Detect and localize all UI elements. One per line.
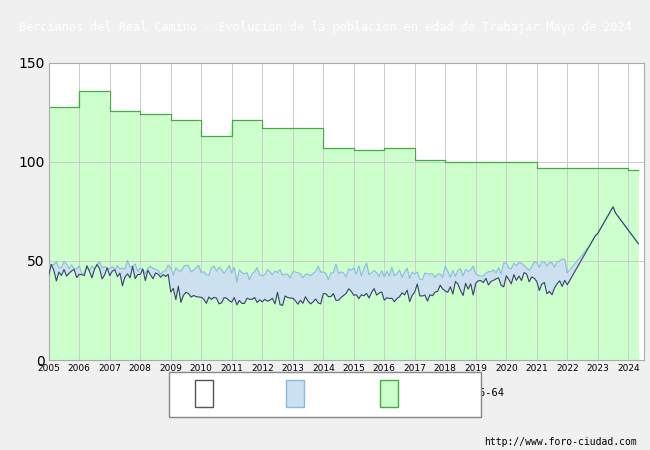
Bar (286, 380, 304, 407)
Text: Hab. entre 16-64: Hab. entre 16-64 (404, 388, 504, 398)
FancyBboxPatch shape (169, 372, 481, 417)
Bar (380, 380, 398, 407)
Text: Ocupados: Ocupados (219, 388, 269, 398)
Text: http://www.foro-ciudad.com: http://www.foro-ciudad.com (484, 437, 637, 447)
Text: Parados: Parados (310, 388, 354, 398)
Text: Bercianos del Real Camino - Evolucion de la poblacion en edad de Trabajar Mayo d: Bercianos del Real Camino - Evolucion de… (19, 21, 631, 33)
Bar (195, 380, 213, 407)
